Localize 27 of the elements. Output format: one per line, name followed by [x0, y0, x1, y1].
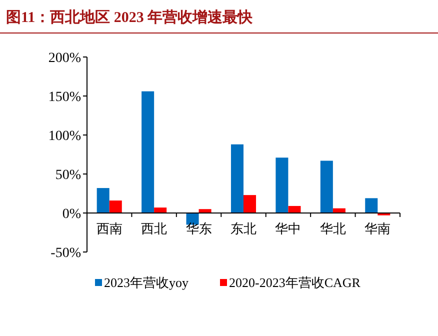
bar — [276, 158, 288, 213]
y-tick-label: 100% — [48, 129, 82, 144]
bar — [96, 188, 110, 213]
legend-label: 2023年营收yoy — [104, 275, 189, 290]
title: 图11：西北地区 2023 年营收增速最快 — [6, 10, 253, 26]
y-tick-label: 150% — [48, 90, 82, 105]
bar — [142, 91, 154, 213]
bar — [198, 209, 212, 213]
bar — [230, 144, 244, 213]
y-tick-label: 50% — [55, 168, 82, 183]
bar — [365, 198, 378, 213]
x-tick-label: 西南 — [96, 221, 122, 236]
x-tick-label: 西北 — [141, 221, 168, 236]
bar — [288, 206, 301, 213]
bar — [244, 195, 256, 213]
x-tick-label: 华北 — [320, 221, 346, 236]
bar — [154, 208, 167, 213]
legend-label: 2020-2023年营收CAGR — [229, 275, 361, 290]
y-tick-label: 200% — [48, 51, 82, 66]
x-tick-label: 华东 — [186, 221, 212, 236]
bar — [320, 160, 333, 213]
x-tick-label: 东北 — [230, 221, 256, 236]
y-tick-label: -50% — [50, 246, 82, 261]
y-tick-label: 0% — [62, 207, 82, 222]
bar — [109, 200, 122, 213]
x-tick-label: 华南 — [364, 221, 391, 236]
x-tick-label: 华中 — [275, 221, 302, 236]
